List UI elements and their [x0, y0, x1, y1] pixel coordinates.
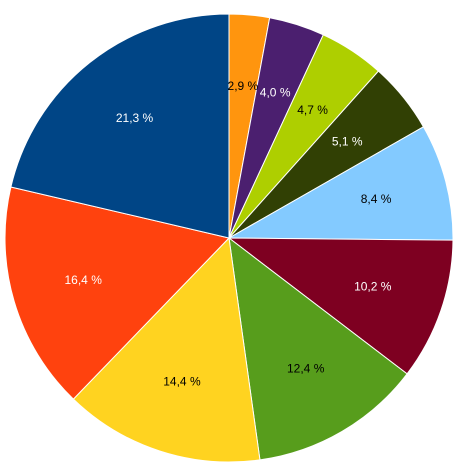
pie-slice — [10, 13, 230, 239]
slice-data-label: 14,4 % — [163, 375, 201, 389]
slice-data-label: 4,0 % — [260, 85, 291, 99]
pie-slice — [4, 186, 230, 400]
slice-data-label: 4,7 % — [297, 103, 328, 117]
slice-data-label: 5,1 % — [332, 135, 363, 149]
slice-data-label: 12,4 % — [287, 361, 325, 375]
slice-data-label: 2,9 % — [228, 79, 259, 93]
pie-slice — [72, 236, 261, 463]
pie-slice — [228, 236, 408, 461]
slice-data-label: 16,4 % — [65, 273, 103, 287]
slice-data-label: 8,4 % — [361, 192, 392, 206]
slice-data-label: 10,2 % — [354, 280, 392, 294]
pie-slice — [227, 237, 454, 375]
pie-slice — [227, 126, 454, 241]
slice-data-label: 21,3 % — [116, 111, 154, 125]
slices-layer — [4, 13, 454, 463]
labels-layer: 2,9 % 4,0 % 4,7 % 5,1 % 8,4 % 10,2 % 12,4 % 14,… — [65, 79, 392, 389]
